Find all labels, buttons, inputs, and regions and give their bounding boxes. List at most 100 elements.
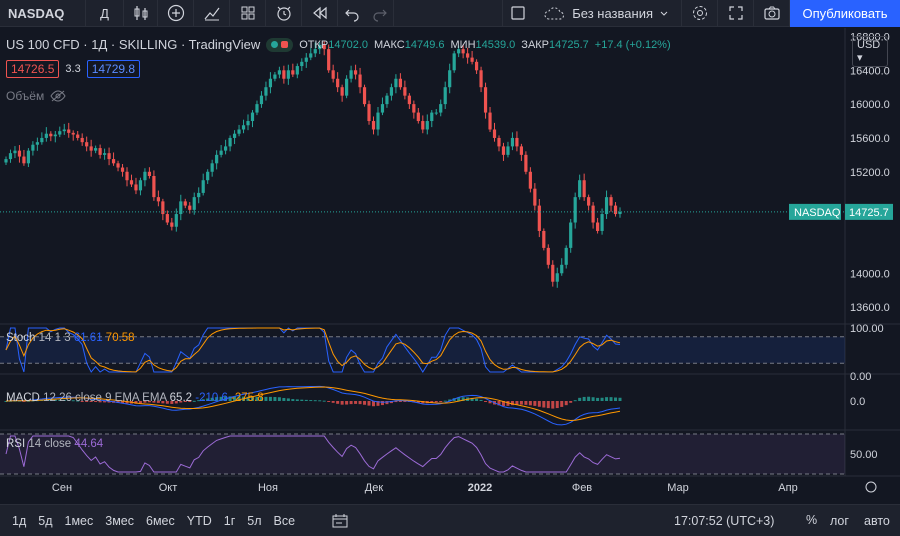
macd-hist-bar <box>367 401 371 406</box>
macd-hist-bar <box>331 401 335 403</box>
axis-settings-gear-icon[interactable] <box>865 481 877 493</box>
candle-body <box>219 150 223 155</box>
stoch-legend[interactable]: Stoch 14 1 3 61.61 70.58 <box>6 332 135 344</box>
timeframe-6[interactable]: 1г <box>223 513 236 528</box>
candle-body <box>600 214 604 231</box>
sell-price-button[interactable]: 14726.5 <box>6 60 60 78</box>
templates-grid-icon[interactable] <box>230 0 266 27</box>
macd-hist-bar <box>322 400 326 402</box>
candle-body <box>542 230 546 248</box>
percent-scale-toggle[interactable]: % <box>806 513 818 527</box>
price-tag-name-bg <box>789 203 841 220</box>
macd-hist-bar <box>291 399 295 401</box>
date-range-calendar-icon[interactable] <box>331 513 349 529</box>
macd-hist-bar <box>587 396 591 401</box>
macd-hist-bar <box>98 401 102 403</box>
candle-body <box>102 153 107 155</box>
open-label: ОТКР <box>299 38 329 51</box>
buy-price-button[interactable]: 14729.8 <box>86 60 141 78</box>
candle-body <box>367 104 371 122</box>
market-status-badge[interactable] <box>266 37 294 52</box>
candle-body <box>71 132 75 135</box>
candle-body <box>524 154 528 172</box>
candle-body <box>277 70 281 75</box>
layout-name-button[interactable]: Без названия <box>532 0 682 27</box>
price-tag-value-bg <box>845 203 893 220</box>
chart-type-candles-icon[interactable] <box>124 0 158 27</box>
candle-body <box>555 273 559 282</box>
interval-button[interactable]: Д <box>86 0 124 27</box>
clock-timezone[interactable]: 17:07:52 (UTC+3) <box>674 514 775 528</box>
candle-body <box>273 74 277 79</box>
timeframe-1[interactable]: 5д <box>38 513 53 528</box>
log-scale-toggle[interactable]: лог <box>830 514 849 528</box>
snapshot-camera-icon[interactable] <box>754 0 790 27</box>
symbol-search-button[interactable]: NASDAQ <box>0 0 86 27</box>
timeframe-5[interactable]: YTD <box>186 513 212 528</box>
replay-icon[interactable] <box>302 0 338 27</box>
time-axis-label-6: Мар <box>667 482 689 494</box>
publish-button[interactable]: Опубликовать <box>790 0 900 27</box>
macd-hist-bar <box>206 398 210 401</box>
fullscreen-expand-icon[interactable] <box>718 0 754 27</box>
price-axis-label-5: 14000.0 <box>850 268 890 280</box>
timeframe-8[interactable]: Все <box>273 513 296 528</box>
undo-icon[interactable] <box>338 0 366 27</box>
auto-scale-toggle[interactable]: авто <box>864 514 890 528</box>
candle-body <box>250 112 255 122</box>
timeframe-3[interactable]: 3мес <box>105 513 134 528</box>
macd-hist-bar <box>170 401 174 404</box>
macd-hist-bar <box>89 401 93 402</box>
hidden-eye-icon[interactable] <box>50 90 66 102</box>
timeframe-0[interactable]: 1д <box>12 513 27 528</box>
timeframe-4[interactable]: 6мес <box>146 513 175 528</box>
trade-prices: 14726.5 3.3 14729.8 <box>6 60 141 78</box>
stoch-axis-label-0: 100.00 <box>850 323 884 335</box>
settings-gear-icon[interactable] <box>682 0 718 27</box>
macd-hist-bar <box>609 397 613 401</box>
candle-body <box>107 153 111 160</box>
change-value: +17.4 (+0.12%) <box>594 38 671 51</box>
candle-body <box>246 121 250 126</box>
rsi-name: RSI <box>6 438 26 450</box>
macd-hist-bar <box>569 401 573 403</box>
add-indicator-plus-icon[interactable] <box>158 0 194 27</box>
macd-hist-bar <box>546 401 550 409</box>
macd-legend[interactable]: MACD 12 26 close 9 EMA EMA 65.2 -210.6 -… <box>6 392 264 404</box>
indicators-icon[interactable] <box>194 0 230 27</box>
fullscreen-square-icon[interactable] <box>502 0 532 27</box>
candle-body <box>201 180 205 193</box>
macd-hist-bar <box>147 401 151 403</box>
volume-legend[interactable]: Объём <box>6 89 66 103</box>
macd-hist-bar <box>564 401 568 406</box>
macd-hist-bar <box>448 399 452 401</box>
candle-body <box>13 150 17 154</box>
timeframe-2[interactable]: 1мес <box>64 513 94 528</box>
macd-hist-bar <box>138 401 142 404</box>
candle-body <box>448 70 452 88</box>
macd-hist-bar <box>542 401 546 408</box>
macd-hist-bar <box>215 397 219 401</box>
macd-hist-bar <box>372 401 376 407</box>
candle-body <box>479 70 483 88</box>
macd-value: -210.6 <box>195 392 228 404</box>
macd-hist-bar <box>53 399 57 401</box>
alert-icon[interactable] <box>266 0 302 27</box>
macd-hist-bar <box>385 401 389 405</box>
redo-icon[interactable] <box>366 0 394 27</box>
rsi-legend[interactable]: RSI 14 close 44.64 <box>6 438 103 450</box>
currency-select[interactable]: USD ▾ <box>852 36 888 67</box>
price-axis-label-3: 15600.0 <box>850 133 890 145</box>
timeframe-7[interactable]: 5л <box>247 513 262 528</box>
stoch-band <box>0 336 845 364</box>
macd-hist-bar <box>116 401 120 403</box>
symbol-title[interactable]: US 100 CFD · 1Д · SKILLING · TradingView <box>6 37 261 52</box>
main-legend: US 100 CFD · 1Д · SKILLING · TradingView… <box>6 37 671 52</box>
chart-canvas[interactable]: 16800.0 16400.0 16000.0 15600.0 15200.0 14000… <box>0 28 900 504</box>
rsi-axis-label: 50.00 <box>850 449 878 461</box>
candle-body <box>40 137 44 143</box>
low-label: МИН <box>450 38 476 51</box>
macd-hist-bar <box>76 400 80 402</box>
candle-body <box>398 78 402 88</box>
candle-body <box>358 74 362 88</box>
